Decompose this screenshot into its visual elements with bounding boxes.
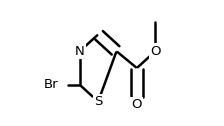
Text: N: N: [75, 45, 85, 58]
Text: S: S: [94, 95, 102, 108]
Text: Br: Br: [43, 78, 58, 91]
Text: O: O: [132, 99, 142, 112]
Text: O: O: [150, 45, 161, 58]
